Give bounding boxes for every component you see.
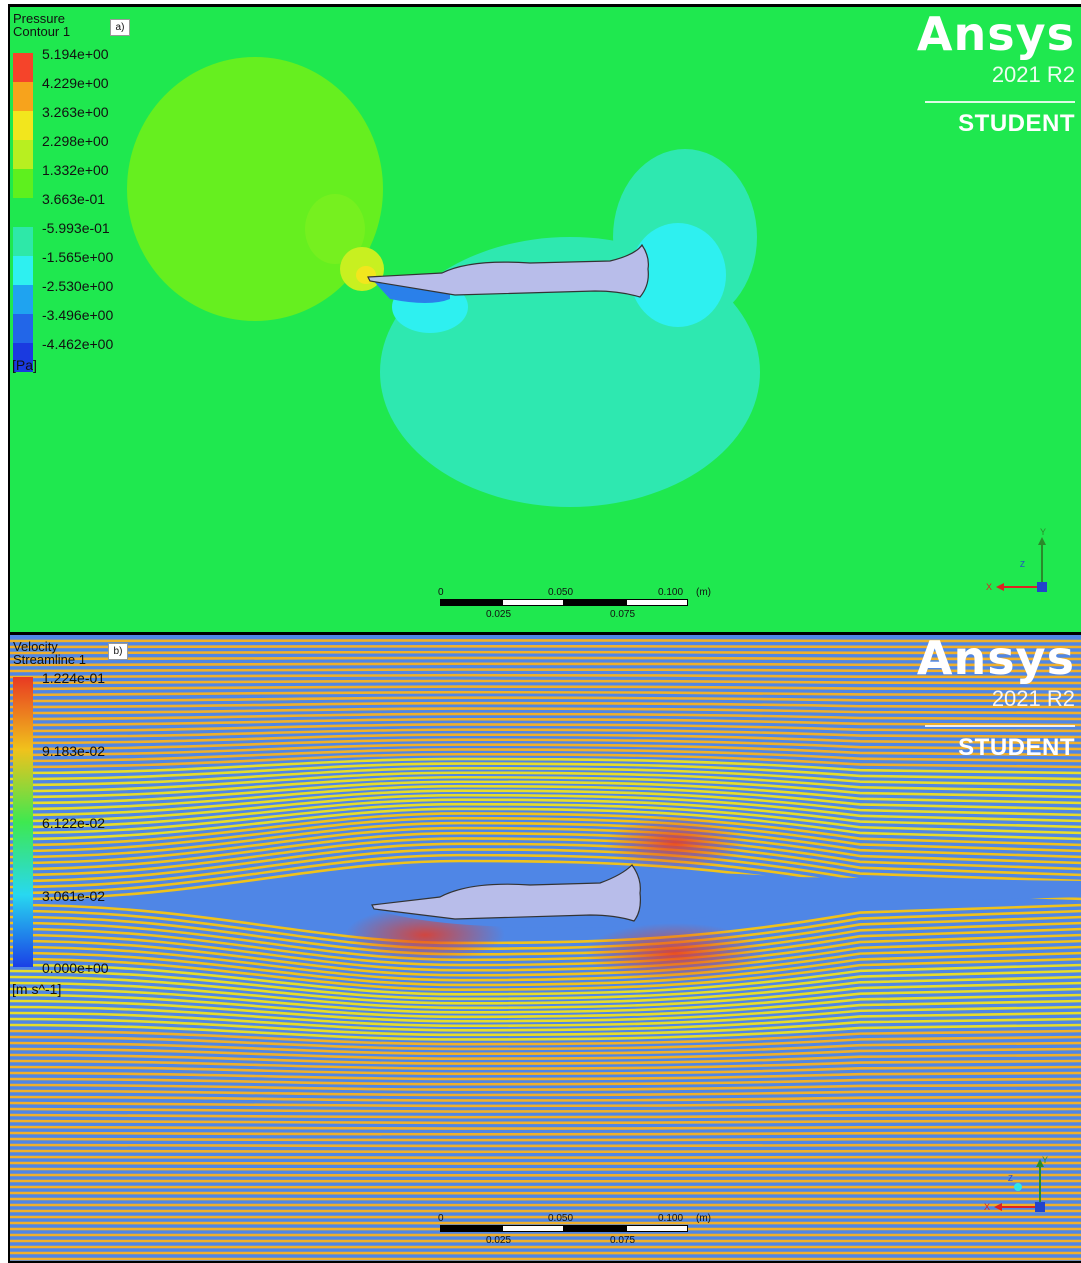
axis-z-label: Z [1008,1174,1013,1183]
ansys-edition: STUDENT [917,111,1075,137]
scale-bar: 0 0.050 0.100 (m) 0.025 0.075 [438,587,688,627]
colorbar-band [13,198,33,227]
colorbar-band [13,256,33,285]
scale-label-025: 0.025 [486,609,511,620]
streamline [10,1103,1081,1106]
colorbar-tick-label: 2.298e+00 [42,134,109,148]
scale-label-0: 0 [438,1213,444,1224]
ansys-version: 2021 R2 [917,687,1075,711]
scale-label-025: 0.025 [486,1235,511,1246]
colorbar-tick-label: 3.061e-02 [42,889,105,903]
axis-x-label: X [984,1202,990,1212]
axis-z-label: Z [1020,560,1025,569]
colorbar [13,677,33,967]
ansys-brand: Ansys 2021 R2 STUDENT [917,635,1075,761]
axis-y-label: Y [1040,527,1046,537]
legend-title-line2: Streamline 1 [13,654,86,666]
streamline [10,1157,1081,1158]
colorbar-band [13,314,33,343]
scale-unit: (m) [696,587,711,598]
colorbar-tick-label: -1.565e+00 [42,250,113,264]
colorbar-tick-label: 3.663e-01 [42,192,105,206]
streamline [10,1097,1081,1100]
colorbar-tick-label: 4.229e+00 [42,76,109,90]
colorbar-tick-label: 0.000e+00 [42,961,109,975]
axis-triad-icon: Y X Z [980,527,1050,597]
colorbar-band [13,140,33,169]
velocity-max-zone-upper [605,815,745,871]
colorbar-tick-label: 9.183e-02 [42,744,105,758]
streamline [10,1145,1081,1146]
colorbar-band [13,82,33,111]
scale-seg-3 [564,599,626,606]
colorbar-band [13,169,33,198]
streamline [10,1151,1081,1152]
scale-label-075: 0.075 [610,609,635,620]
scale-seg-4 [626,599,688,606]
colorbar [13,53,33,372]
streamline [10,1091,1081,1095]
colorbar-band [13,111,33,140]
colorbar-tick-label: -5.993e-01 [42,221,110,235]
wake-region [620,873,1081,926]
axis-triad-icon: Y X Z [978,1155,1048,1225]
scale-seg-1 [440,599,502,606]
ansys-edition: STUDENT [917,735,1075,761]
colorbar-tick-label: -2.530e+00 [42,279,113,293]
fish-body-shape [372,865,640,921]
scale-seg-3 [564,1225,626,1232]
brand-divider [925,725,1075,727]
axis-x-label: X [986,582,992,592]
streamline [10,1133,1081,1134]
colorbar-band [13,285,33,314]
streamline [10,1163,1081,1164]
legend-title-line2: Contour 1 [13,26,70,38]
scale-unit: (m) [696,1213,711,1224]
streamline [10,1109,1081,1112]
scale-label-075: 0.075 [610,1235,635,1246]
scale-label-100: 0.100 [658,587,683,598]
colorbar-tick-label: 6.122e-02 [42,816,105,830]
streamline [10,1115,1081,1117]
scale-label-050: 0.050 [548,1213,573,1224]
streamline [10,1085,1081,1090]
axis-y-label: Y [1042,1155,1048,1165]
legend-unit: [Pa] [12,357,37,373]
legend-unit: [m s^-1] [12,981,61,997]
scale-seg-2 [502,1225,564,1232]
colorbar-tick-label: -3.496e+00 [42,308,113,322]
brand-divider [925,101,1075,103]
scale-label-050: 0.050 [548,587,573,598]
colorbar-tick-label: -4.462e+00 [42,337,113,351]
ansys-brand: Ansys 2021 R2 STUDENT [917,11,1075,137]
ansys-version: 2021 R2 [917,63,1075,87]
ansys-logo: Ansys [917,635,1075,681]
scale-label-100: 0.100 [658,1213,683,1224]
scale-label-0: 0 [438,587,444,598]
scale-seg-1 [440,1225,502,1232]
colorbar-tick-label: 1.224e-01 [42,671,105,685]
colorbar-band [13,227,33,256]
velocity-max-zone-lower-rear [585,923,765,983]
colorbar-tick-label: 5.194e+00 [42,47,109,61]
streamline [10,1121,1081,1123]
panel-tag: b) [108,643,128,660]
streamline [10,1139,1081,1140]
scale-seg-2 [502,599,564,606]
scale-bar: 0 0.050 0.100 (m) 0.025 0.075 [438,1213,688,1253]
ansys-logo: Ansys [917,11,1075,57]
panel-tag: a) [110,19,130,36]
colorbar-band [13,53,33,82]
streamline [10,1127,1081,1129]
scale-seg-4 [626,1225,688,1232]
colorbar-tick-label: 1.332e+00 [42,163,109,177]
colorbar-tick-label: 3.263e+00 [42,105,109,119]
